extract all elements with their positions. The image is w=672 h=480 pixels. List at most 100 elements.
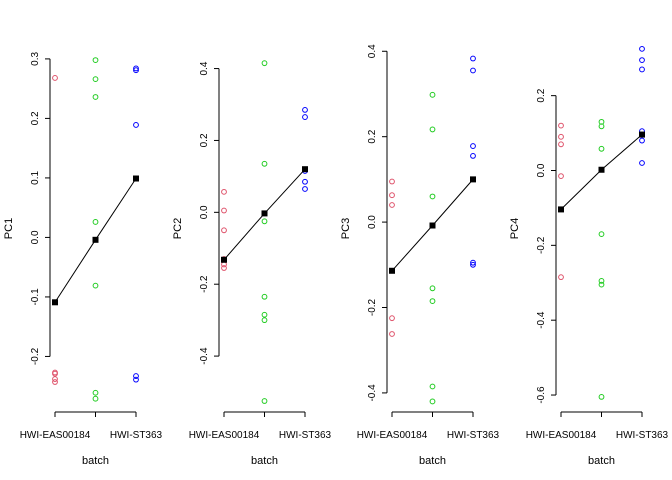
data-point xyxy=(302,186,308,192)
data-point xyxy=(261,293,268,300)
x-tick-label: HWI-EAS00184 xyxy=(357,430,428,441)
data-point xyxy=(302,114,308,120)
data-point xyxy=(133,122,139,128)
mean-marker xyxy=(221,256,227,263)
x-tick-label: HWI-ST363 xyxy=(279,430,332,441)
data-point xyxy=(261,398,268,404)
data-point xyxy=(639,66,645,73)
y-tick-label: 0.4 xyxy=(367,44,378,58)
data-point xyxy=(558,122,564,129)
y-tick-label: 0.2 xyxy=(536,88,547,102)
data-point xyxy=(52,379,58,385)
data-point xyxy=(429,298,436,305)
data-point xyxy=(133,373,139,379)
y-tick-label: 0.0 xyxy=(536,163,547,177)
y-tick-label: -0.1 xyxy=(30,288,41,306)
data-point xyxy=(92,389,99,396)
data-point xyxy=(598,277,605,284)
panel-2: -0.4 -0.2 0.0 0.2 0.4 HWI-EAS00184 HWI-ST363 ba… xyxy=(172,60,332,467)
data-point xyxy=(558,141,564,148)
y-tick-label: 0.3 xyxy=(30,52,41,66)
data-point xyxy=(639,45,645,52)
data-point xyxy=(470,259,476,266)
data-point xyxy=(598,123,605,130)
data-point xyxy=(429,398,436,405)
y-tick-label: -0.2 xyxy=(367,298,378,316)
data-point xyxy=(92,76,99,83)
data-point xyxy=(558,173,564,180)
data-point xyxy=(598,281,605,288)
mean-marker xyxy=(133,175,139,182)
x-axis-title: batch xyxy=(251,455,278,467)
data-point xyxy=(470,67,476,74)
data-point xyxy=(429,383,436,390)
x-axis-title: batch xyxy=(82,455,109,467)
data-point xyxy=(639,57,645,63)
y-axis-title: PC3 xyxy=(340,218,352,239)
y-tick-label: -0.2 xyxy=(199,275,210,293)
y-tick-label: 0.0 xyxy=(199,205,210,219)
data-point xyxy=(470,55,476,62)
data-point xyxy=(429,91,436,98)
data-point xyxy=(261,311,268,318)
data-point xyxy=(221,265,227,271)
mean-marker xyxy=(470,176,476,183)
mean-marker xyxy=(302,166,308,173)
data-point xyxy=(470,261,476,268)
data-point xyxy=(598,231,605,238)
y-tick-label: -0.2 xyxy=(30,347,41,365)
x-axis-title: batch xyxy=(419,455,446,467)
x-axis-title: batch xyxy=(588,455,615,467)
data-point xyxy=(221,188,227,195)
y-tick-label: -0.6 xyxy=(536,386,547,404)
y-tick-label: -0.4 xyxy=(536,311,547,329)
data-point xyxy=(261,60,268,67)
y-tick-label: -0.4 xyxy=(367,384,378,402)
data-point xyxy=(429,285,436,292)
x-tick-label: HWI-EAS00184 xyxy=(189,430,260,441)
data-point xyxy=(389,315,395,322)
data-point xyxy=(639,137,645,144)
y-axis-title: PC1 xyxy=(3,218,15,239)
y-tick-label: -0.2 xyxy=(536,236,547,254)
data-point xyxy=(92,57,99,63)
x-tick-label: HWI-ST363 xyxy=(616,430,669,441)
data-point xyxy=(92,219,99,225)
data-point xyxy=(558,274,564,281)
data-point xyxy=(261,317,268,324)
data-point xyxy=(302,106,308,113)
data-point xyxy=(302,178,308,185)
data-point xyxy=(470,143,476,149)
mean-marker xyxy=(261,210,268,217)
y-tick-label: 0.0 xyxy=(367,215,378,229)
data-point xyxy=(389,202,395,208)
mean-marker xyxy=(639,131,645,138)
y-tick-label: 0.2 xyxy=(199,133,210,147)
data-point xyxy=(639,160,645,166)
y-axis-title: PC2 xyxy=(172,218,184,239)
data-point xyxy=(470,153,476,159)
panel-3: -0.4 -0.2 0.0 0.2 0.4 HWI-EAS00184 HWI-ST363 ba… xyxy=(340,44,500,467)
panels: -0.2 -0.1 0.0 0.1 0.2 0.3 HWI-EAS00184 HWI-ST36… xyxy=(3,44,669,467)
y-tick-label: 0.0 xyxy=(30,230,41,244)
panel-1: -0.2 -0.1 0.0 0.1 0.2 0.3 HWI-EAS00184 HWI-ST36… xyxy=(3,52,163,467)
mean-marker xyxy=(52,299,58,306)
y-tick-label: 0.4 xyxy=(199,61,210,75)
data-point xyxy=(429,126,436,133)
data-point xyxy=(389,178,395,185)
data-point xyxy=(389,331,395,337)
mean-marker xyxy=(429,222,436,229)
data-point xyxy=(261,218,268,225)
mean-marker xyxy=(558,206,564,213)
mean-marker xyxy=(92,236,99,243)
x-tick-label: HWI-EAS00184 xyxy=(20,430,91,441)
y-tick-label: 0.2 xyxy=(30,111,41,125)
data-point xyxy=(52,75,58,81)
data-point xyxy=(598,394,605,400)
y-tick-label: -0.4 xyxy=(199,347,210,365)
data-point xyxy=(221,227,227,234)
x-tick-label: HWI-ST363 xyxy=(447,430,500,441)
data-point xyxy=(52,370,58,377)
y-tick-label: 0.2 xyxy=(367,129,378,143)
